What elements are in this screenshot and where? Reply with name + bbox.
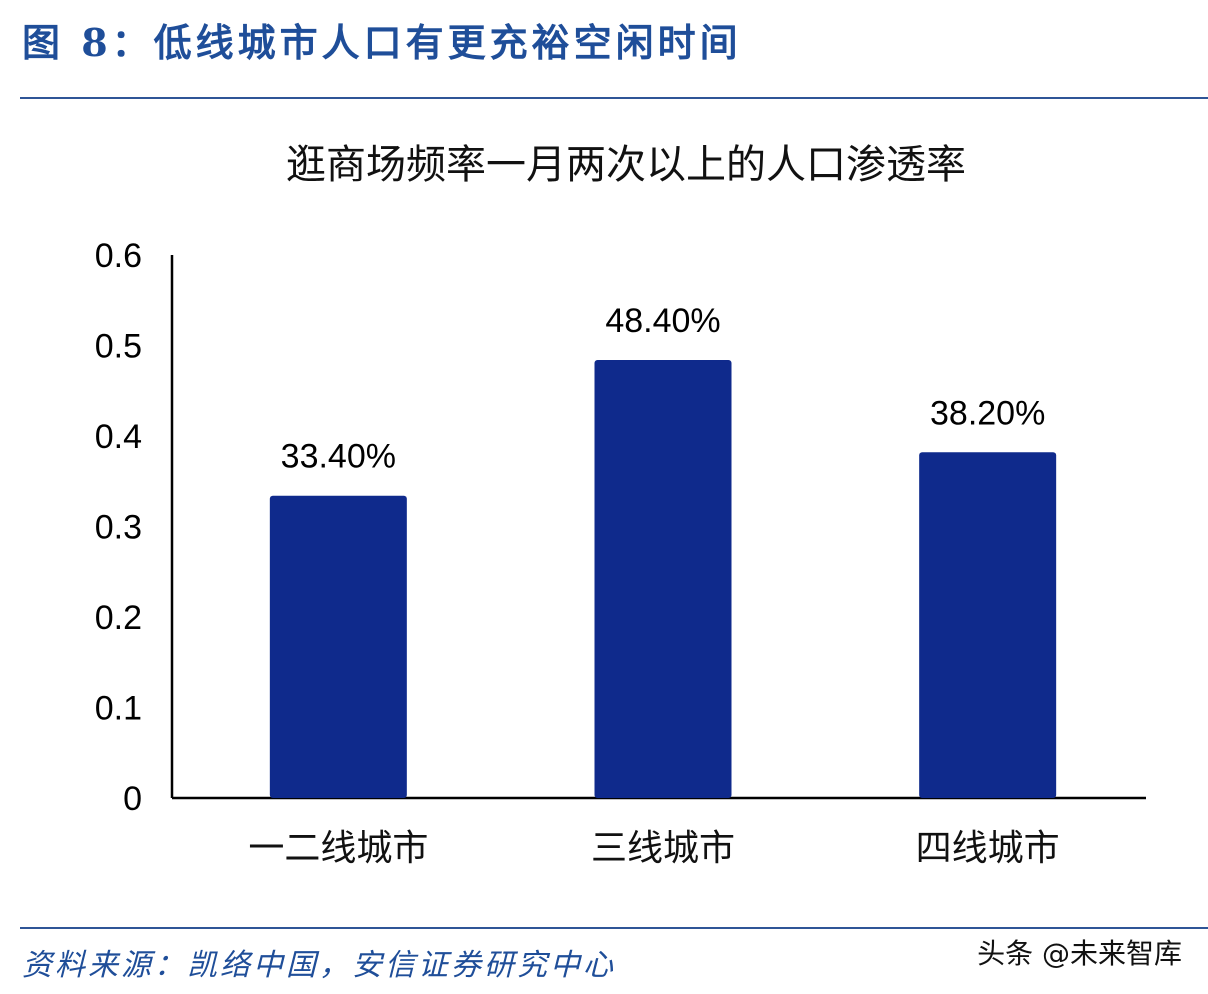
watermark: 头条 @未来智库 xyxy=(977,937,1182,970)
y-tick-label: 0.2 xyxy=(95,599,142,637)
chart-title: 逛商场频率一月两次以上的人口渗透率 xyxy=(286,142,966,188)
bar xyxy=(919,452,1057,798)
source-note: 资料来源：凯络中国，安信证券研究中心 xyxy=(22,948,616,983)
data-label: 33.40% xyxy=(281,438,396,476)
y-tick-label: 0.3 xyxy=(95,509,142,547)
y-tick-label: 0 xyxy=(123,780,142,818)
top-rule xyxy=(20,97,1208,99)
y-tick-label: 0.5 xyxy=(95,328,142,366)
y-tick-label: 0.4 xyxy=(95,418,142,456)
bottom-rule xyxy=(20,927,1208,929)
x-category-label: 一二线城市 xyxy=(248,828,428,869)
x-category-label: 三线城市 xyxy=(591,828,735,869)
data-label: 38.20% xyxy=(930,394,1045,432)
figure-title: 图 8：低线城市人口有更充裕空闲时间 xyxy=(22,20,742,65)
bar xyxy=(269,495,407,798)
data-label: 48.40% xyxy=(605,302,720,340)
x-category-label: 四线城市 xyxy=(916,828,1060,869)
y-tick-label: 0.1 xyxy=(95,690,142,728)
bar-chart: 逛商场频率一月两次以上的人口渗透率 0 0.1 0.2 0.3 0.4 0.5 0.6 33.4… xyxy=(95,142,1146,869)
y-tick-label: 0.6 xyxy=(95,237,142,275)
bar xyxy=(594,359,732,798)
